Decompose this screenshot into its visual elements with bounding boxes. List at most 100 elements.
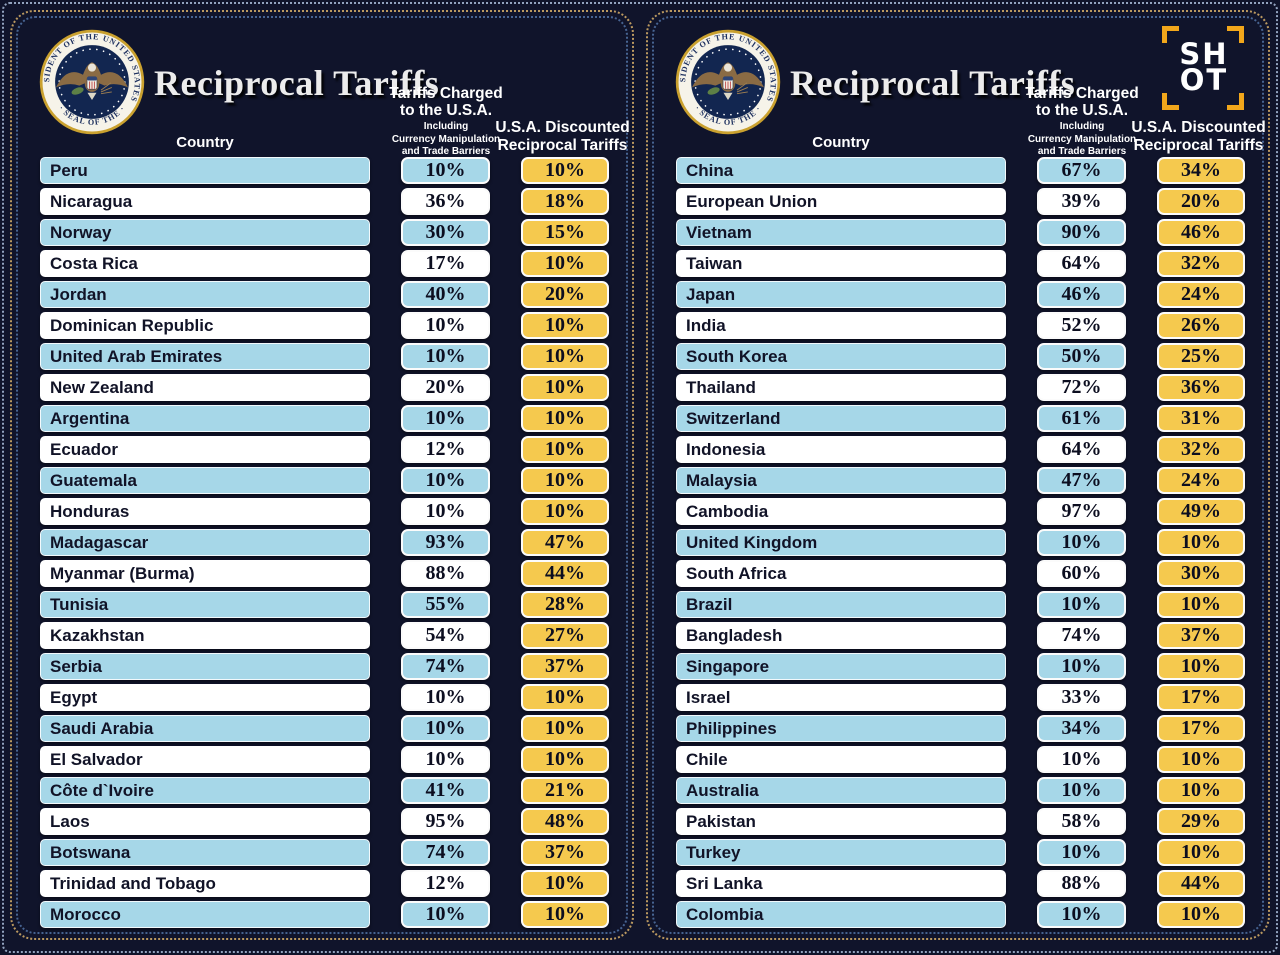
country-cell: Japan: [676, 281, 1006, 308]
tariff-charged-cell: 95%: [401, 808, 490, 835]
tariff-charged-cell: 10%: [401, 312, 490, 339]
country-cell: Dominican Republic: [40, 312, 370, 339]
tariff-discount-cell: 10%: [521, 498, 609, 525]
tariff-table: China 67% 34% European Union 39% 20% Vietnam 90…: [648, 157, 1268, 932]
country-cell: Tunisia: [40, 591, 370, 618]
table-row: Morocco 10% 10%: [12, 901, 632, 928]
tariff-panel-right: PRESIDENT OF THE UNITED STATES · SEAL OF…: [646, 10, 1270, 940]
table-row: Argentina 10% 10%: [12, 405, 632, 432]
tariff-charged-cell: 33%: [1037, 684, 1126, 711]
table-row: Laos 95% 48%: [12, 808, 632, 835]
tariff-discount-cell: 10%: [521, 157, 609, 184]
table-row: Costa Rica 17% 10%: [12, 250, 632, 277]
tariff-charged-cell: 10%: [1037, 529, 1126, 556]
country-cell: Vietnam: [676, 219, 1006, 246]
tariff-charged-cell: 58%: [1037, 808, 1126, 835]
tariff-discount-cell: 10%: [521, 901, 609, 928]
country-cell: Switzerland: [676, 405, 1006, 432]
table-row: Australia 10% 10%: [648, 777, 1268, 804]
country-cell: Sri Lanka: [676, 870, 1006, 897]
tariff-discount-cell: 10%: [1157, 777, 1245, 804]
column-header-discounted: U.S.A. Discounted Reciprocal Tariffs: [1116, 119, 1280, 155]
tariff-charged-cell: 12%: [401, 870, 490, 897]
tariff-discount-cell: 47%: [521, 529, 609, 556]
country-cell: Honduras: [40, 498, 370, 525]
country-cell: Brazil: [676, 591, 1006, 618]
tariff-charged-cell: 52%: [1037, 312, 1126, 339]
tariff-charged-cell: 54%: [401, 622, 490, 649]
tariff-discount-cell: 29%: [1157, 808, 1245, 835]
column-header-tariffs-charged: Tariffs Charged to the U.S.A. Including …: [1006, 85, 1158, 158]
shot-bracket-icon: [1162, 93, 1179, 110]
table-row: Trinidad and Tobago 12% 10%: [12, 870, 632, 897]
country-cell: Jordan: [40, 281, 370, 308]
tariff-discount-cell: 24%: [1157, 281, 1245, 308]
table-row: Myanmar (Burma) 88% 44%: [12, 560, 632, 587]
table-row: Pakistan 58% 29%: [648, 808, 1268, 835]
tariff-discount-cell: 15%: [521, 219, 609, 246]
tariff-charged-cell: 10%: [401, 467, 490, 494]
country-cell: South Africa: [676, 560, 1006, 587]
tariff-discount-cell: 10%: [521, 436, 609, 463]
country-cell: Cambodia: [676, 498, 1006, 525]
column-header-discounted: U.S.A. Discounted Reciprocal Tariffs: [480, 119, 645, 155]
tariff-charged-cell: 39%: [1037, 188, 1126, 215]
tariff-charged-cell: 67%: [1037, 157, 1126, 184]
table-row: Honduras 10% 10%: [12, 498, 632, 525]
tariff-charged-cell: 61%: [1037, 405, 1126, 432]
tariff-discount-cell: 10%: [1157, 653, 1245, 680]
tariff-discount-cell: 17%: [1157, 715, 1245, 742]
tariff-charged-cell: 10%: [401, 157, 490, 184]
table-row: Indonesia 64% 32%: [648, 436, 1268, 463]
country-cell: European Union: [676, 188, 1006, 215]
tariff-charged-cell: 55%: [401, 591, 490, 618]
charged-header-subline: Including: [1059, 120, 1105, 132]
table-row: United Kingdom 10% 10%: [648, 529, 1268, 556]
tariff-charged-cell: 34%: [1037, 715, 1126, 742]
tariff-charged-cell: 10%: [1037, 901, 1126, 928]
tariff-charged-cell: 47%: [1037, 467, 1126, 494]
table-row: Taiwan 64% 32%: [648, 250, 1268, 277]
tariff-charged-cell: 10%: [1037, 839, 1126, 866]
tariff-charged-cell: 17%: [401, 250, 490, 277]
tariff-discount-cell: 10%: [1157, 839, 1245, 866]
tariff-charged-cell: 88%: [1037, 870, 1126, 897]
table-row: China 67% 34%: [648, 157, 1268, 184]
eagle-emblem: [692, 62, 764, 100]
tariff-discount-cell: 21%: [521, 777, 609, 804]
country-cell: Laos: [40, 808, 370, 835]
tariff-discount-cell: 17%: [1157, 684, 1245, 711]
table-row: Chile 10% 10%: [648, 746, 1268, 773]
country-cell: Chile: [676, 746, 1006, 773]
discount-header-line: U.S.A. Discounted: [495, 119, 630, 136]
column-header-tariffs-charged: Tariffs Charged to the U.S.A. Including …: [370, 85, 522, 158]
country-cell: Taiwan: [676, 250, 1006, 277]
tariff-discount-cell: 37%: [521, 839, 609, 866]
tariff-charged-cell: 10%: [401, 405, 490, 432]
presidential-seal-icon: PRESIDENT OF THE UNITED STATES · SEAL OF…: [674, 28, 781, 135]
table-row: Ecuador 12% 10%: [12, 436, 632, 463]
country-cell: Costa Rica: [40, 250, 370, 277]
tariff-discount-cell: 26%: [1157, 312, 1245, 339]
country-cell: Trinidad and Tobago: [40, 870, 370, 897]
tariff-panel-left: PRESIDENT OF THE UNITED STATES · SEAL OF…: [10, 10, 634, 940]
discount-header-line: Reciprocal Tariffs: [1133, 136, 1264, 154]
tariff-charged-cell: 36%: [401, 188, 490, 215]
charged-header-subline: Currency Manipulation: [391, 133, 501, 145]
table-row: Norway 30% 15%: [12, 219, 632, 246]
country-cell: Bangladesh: [676, 622, 1006, 649]
charged-header-line: to the U.S.A.: [399, 102, 493, 120]
table-row: South Korea 50% 25%: [648, 343, 1268, 370]
country-cell: Malaysia: [676, 467, 1006, 494]
charged-header-line: Tariffs Charged: [389, 85, 503, 102]
table-row: Cambodia 97% 49%: [648, 498, 1268, 525]
shot-logo: SH OT: [1162, 26, 1244, 110]
tariff-discount-cell: 44%: [1157, 870, 1245, 897]
eagle-emblem: [56, 62, 128, 100]
table-row: Peru 10% 10%: [12, 157, 632, 184]
table-row: Singapore 10% 10%: [648, 653, 1268, 680]
table-row: Vietnam 90% 46%: [648, 219, 1268, 246]
tariff-discount-cell: 28%: [521, 591, 609, 618]
tariff-charged-cell: 10%: [401, 343, 490, 370]
tariff-discount-cell: 20%: [1157, 188, 1245, 215]
